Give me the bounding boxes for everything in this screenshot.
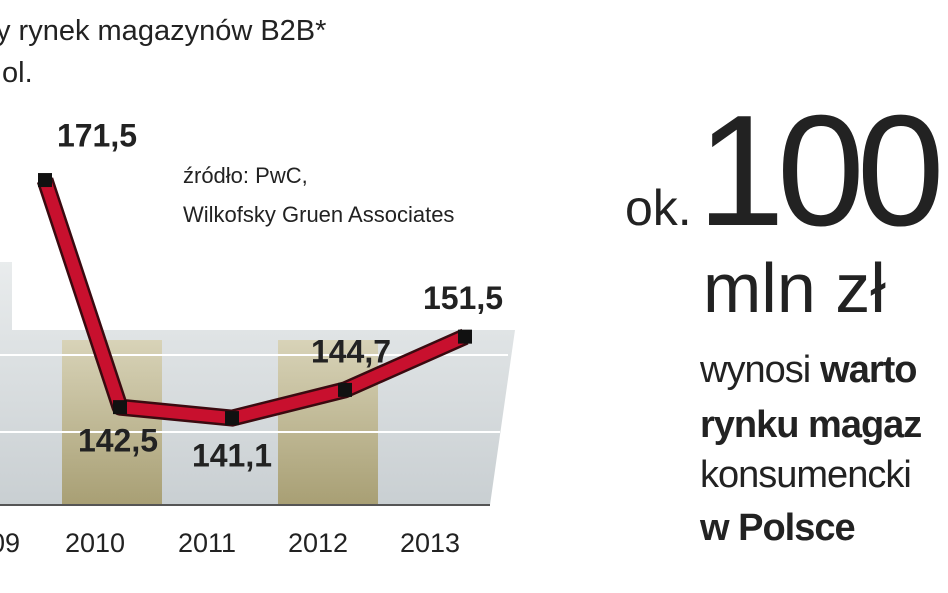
source: Wilkofsky Gruen Associates <box>183 202 454 227</box>
callout-text: wynosi <box>699 349 810 391</box>
chart-subtitle: ol. <box>2 57 33 89</box>
marker <box>38 173 52 188</box>
chart-title: y rynek magazynów B2B* <box>0 15 326 47</box>
data-label: 142,5 <box>78 423 158 459</box>
data-label: 144,7 <box>311 333 391 369</box>
callout-text: konsumencki <box>700 454 911 496</box>
x-tick-label: 2011 <box>178 528 236 558</box>
callout-unit: mln zł <box>703 249 886 327</box>
x-tick-label: 09 <box>0 528 20 558</box>
marker <box>338 382 352 397</box>
callout-text: w Polsce <box>699 507 855 549</box>
callout-line: w Polsce <box>699 507 855 549</box>
x-tick-label: 2010 <box>65 528 125 558</box>
data-label: 151,5 <box>423 280 503 316</box>
callout-line: konsumencki <box>700 454 911 496</box>
callout-line: wynosi warto <box>699 349 917 391</box>
column-band <box>62 340 162 505</box>
callout-text: rynku magaz <box>700 404 921 446</box>
callout-text: warto <box>819 349 916 391</box>
marker <box>225 411 239 426</box>
marker <box>113 400 127 415</box>
marker <box>458 329 472 344</box>
data-label: 171,5 <box>57 118 137 154</box>
source: źródło: PwC, <box>183 163 308 188</box>
callout-line: rynku magaz <box>700 404 921 446</box>
x-tick-label: 2013 <box>400 528 460 558</box>
x-tick-label: 2012 <box>288 528 348 558</box>
data-label: 141,1 <box>192 438 272 474</box>
callout-prefix: ok. <box>625 180 692 236</box>
callout-number: 100 <box>697 83 939 259</box>
